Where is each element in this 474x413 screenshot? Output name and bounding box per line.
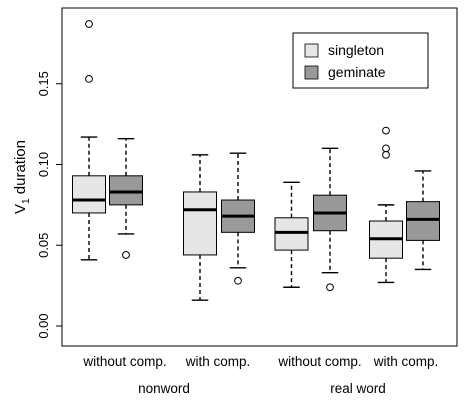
outlier-point xyxy=(234,276,242,285)
plot-frame xyxy=(61,7,458,347)
legend-swatch-singleton xyxy=(304,43,319,58)
y-axis-title-subscript: 1 xyxy=(21,198,32,204)
outlier-point xyxy=(382,144,390,153)
y-axis-title-main: V xyxy=(12,204,29,214)
box-singleton xyxy=(369,126,403,284)
legend-label-singleton: singleton xyxy=(328,42,384,58)
boxes-layer xyxy=(72,20,440,301)
legend: singleton geminate xyxy=(292,32,429,89)
box-geminate xyxy=(313,147,347,292)
x-category-label: without comp. xyxy=(277,354,361,369)
box-iqr xyxy=(183,191,217,256)
x-axis-labels: without comp. with comp. without comp. with… xyxy=(82,354,438,396)
outlier-point xyxy=(382,126,390,135)
outlier-point xyxy=(85,75,93,83)
box-geminate xyxy=(109,137,143,259)
box-singleton xyxy=(183,154,217,301)
y-tick-label: 0.00 xyxy=(36,313,51,338)
box-iqr xyxy=(274,217,309,251)
y-axis-title-rest: duration xyxy=(12,140,29,198)
y-tick-label: 0.10 xyxy=(36,152,51,177)
outlier-point xyxy=(122,251,130,259)
x-category-label: with comp. xyxy=(185,354,251,369)
x-group-label: real word xyxy=(330,381,386,396)
y-axis-title: V1 duration xyxy=(12,140,32,214)
legend-label-geminate: geminate xyxy=(328,64,386,80)
outlier-point xyxy=(85,20,93,28)
box-iqr xyxy=(406,201,440,241)
x-category-label: without comp. xyxy=(82,354,166,369)
box-geminate xyxy=(406,170,440,271)
x-group-label: nonword xyxy=(138,381,190,396)
y-tick-label: 0.15 xyxy=(36,71,51,96)
box-geminate xyxy=(221,152,255,285)
outlier-point xyxy=(382,150,390,159)
outlier-point xyxy=(326,283,334,292)
box-iqr xyxy=(72,175,106,214)
y-axis: 0.00 0.05 0.10 0.15 xyxy=(36,71,62,339)
legend-swatch-geminate xyxy=(304,65,319,80)
x-category-label: with comp. xyxy=(373,354,439,369)
box-iqr xyxy=(109,175,143,206)
box-singleton xyxy=(72,20,106,261)
box-singleton xyxy=(274,181,309,288)
y-tick-label: 0.05 xyxy=(36,233,51,258)
